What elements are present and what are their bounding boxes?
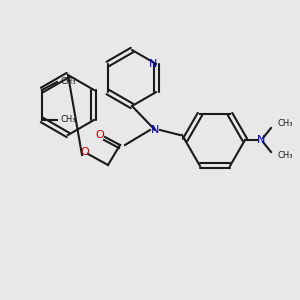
Text: CH₃: CH₃ — [277, 119, 292, 128]
Text: N: N — [257, 135, 265, 145]
Text: CH₃: CH₃ — [60, 116, 76, 124]
Text: O: O — [96, 130, 104, 140]
Text: N: N — [149, 59, 158, 69]
Text: CH₃: CH₃ — [277, 152, 292, 160]
Text: O: O — [81, 147, 89, 157]
Text: N: N — [151, 125, 159, 135]
Text: CH₃: CH₃ — [60, 77, 76, 86]
